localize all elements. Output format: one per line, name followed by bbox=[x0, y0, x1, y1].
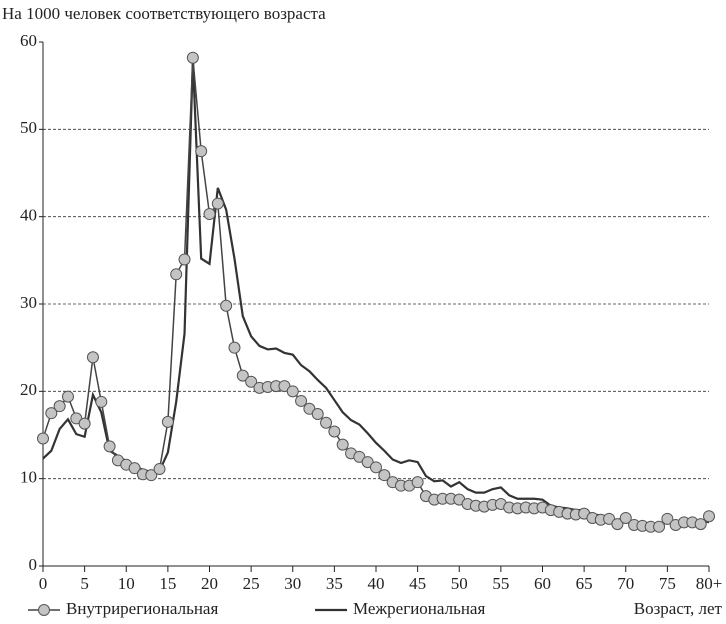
data-point bbox=[145, 469, 158, 482]
y-tick-label: 10 bbox=[20, 468, 37, 487]
data-point bbox=[186, 51, 199, 64]
data-point bbox=[86, 351, 99, 364]
data-point bbox=[128, 462, 141, 475]
data-point bbox=[703, 510, 715, 523]
data-point bbox=[161, 415, 174, 428]
data-point bbox=[320, 416, 333, 429]
data-point bbox=[203, 208, 216, 221]
data-point bbox=[611, 518, 624, 531]
legend-label: Межрегиональная bbox=[353, 599, 485, 618]
legend-marker bbox=[38, 604, 50, 616]
series-line bbox=[42, 57, 710, 528]
data-point bbox=[245, 375, 258, 388]
data-point bbox=[37, 432, 49, 445]
x-tick-label: 20 bbox=[201, 574, 218, 593]
x-tick-label: 45 bbox=[409, 574, 426, 593]
data-point bbox=[153, 463, 166, 476]
data-point bbox=[694, 518, 707, 531]
data-point bbox=[370, 461, 382, 474]
x-tick-label: 60 bbox=[534, 574, 551, 593]
data-point bbox=[378, 469, 391, 482]
data-point bbox=[311, 408, 324, 421]
data-point bbox=[286, 385, 299, 398]
x-tick-label: 0 bbox=[39, 574, 48, 593]
data-point bbox=[195, 145, 208, 158]
chart-title: На 1000 человек соответствующего возраст… bbox=[2, 4, 326, 23]
x-tick-label: 80+ bbox=[696, 574, 723, 593]
y-tick-label: 40 bbox=[20, 206, 37, 225]
x-tick-label: 30 bbox=[284, 574, 301, 593]
data-point bbox=[170, 268, 183, 281]
y-tick-label: 20 bbox=[20, 380, 37, 399]
data-point bbox=[220, 299, 233, 312]
data-point bbox=[328, 425, 341, 438]
legend-label: Внутрирегиональная bbox=[66, 599, 218, 618]
data-point bbox=[53, 400, 66, 413]
x-tick-label: 10 bbox=[118, 574, 135, 593]
x-tick-label: 50 bbox=[451, 574, 468, 593]
x-tick-label: 65 bbox=[576, 574, 593, 593]
x-tick-label: 70 bbox=[617, 574, 634, 593]
data-point bbox=[661, 512, 674, 525]
x-tick-label: 40 bbox=[368, 574, 385, 593]
y-tick-label: 30 bbox=[20, 293, 37, 312]
y-tick-label: 0 bbox=[29, 555, 38, 574]
x-tick-label: 15 bbox=[159, 574, 176, 593]
data-point bbox=[411, 476, 424, 489]
data-point bbox=[236, 369, 249, 382]
y-tick-label: 60 bbox=[20, 31, 37, 50]
x-tick-label: 35 bbox=[326, 574, 343, 593]
x-tick-label: 75 bbox=[659, 574, 676, 593]
data-point bbox=[619, 511, 632, 524]
data-point bbox=[78, 417, 91, 430]
data-point bbox=[228, 341, 241, 354]
data-point bbox=[211, 197, 224, 210]
data-point bbox=[45, 407, 58, 420]
x-tick-label: 25 bbox=[243, 574, 260, 593]
data-point bbox=[295, 394, 308, 407]
data-point bbox=[103, 440, 116, 453]
x-tick-label: 55 bbox=[492, 574, 509, 593]
x-axis-label: Возраст, лет bbox=[634, 599, 723, 618]
y-tick-label: 50 bbox=[20, 118, 37, 137]
data-point bbox=[95, 395, 108, 408]
data-point bbox=[336, 438, 349, 451]
data-point bbox=[61, 390, 74, 403]
data-point bbox=[178, 253, 191, 266]
data-point bbox=[653, 520, 666, 533]
x-tick-label: 5 bbox=[80, 574, 89, 593]
